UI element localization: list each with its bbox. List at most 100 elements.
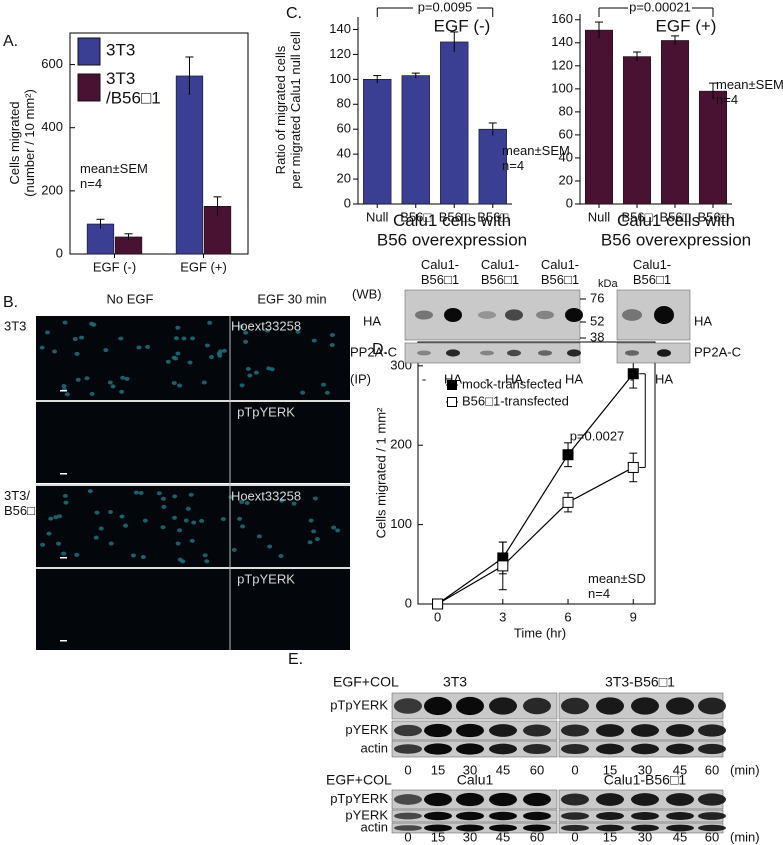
nucleus — [72, 337, 78, 342]
x-tick-label: Null — [588, 209, 611, 224]
x-tick-label: 6 — [564, 609, 571, 624]
row-label: PP2A-C — [350, 344, 397, 359]
time-label: 15 — [431, 762, 445, 777]
nucleus — [63, 500, 69, 505]
nucleus — [279, 498, 285, 503]
band — [394, 812, 422, 820]
band — [666, 724, 694, 737]
row-label: pYERK — [345, 807, 388, 822]
nucleus — [177, 383, 183, 388]
time-label: 60 — [530, 829, 544, 844]
band — [456, 743, 484, 755]
row-label: actin — [361, 819, 388, 834]
y-tick-label: 600 — [41, 56, 63, 71]
nucleus — [175, 351, 181, 356]
row-label: pYERK — [345, 722, 388, 737]
nucleus — [123, 523, 129, 528]
nucleus — [160, 525, 166, 530]
band — [631, 824, 659, 832]
time-label: 45 — [673, 829, 687, 844]
chart-title: EGF (+) — [656, 16, 717, 35]
time-label: 15 — [603, 829, 617, 844]
nucleus — [240, 524, 246, 529]
x-tick-label: EGF (-) — [93, 259, 136, 274]
band — [698, 697, 726, 715]
time-label: 0 — [404, 829, 411, 844]
nucleus — [160, 496, 166, 501]
nucleus — [208, 355, 214, 360]
micrograph — [36, 486, 350, 567]
nucleus — [238, 324, 244, 329]
band — [446, 349, 460, 357]
bar — [661, 40, 689, 205]
lane-label: HA — [565, 371, 583, 386]
time-label: 15 — [431, 829, 445, 844]
nucleus — [266, 366, 272, 371]
nucleus — [189, 538, 195, 543]
nucleus — [314, 537, 320, 542]
marker — [562, 449, 574, 461]
band — [424, 743, 452, 755]
nucleus — [291, 501, 297, 506]
micrograph — [36, 316, 350, 400]
band — [417, 350, 431, 356]
nucleus — [239, 383, 245, 388]
time-label: 0 — [571, 829, 578, 844]
p-value: p=0.00021 — [629, 0, 691, 14]
y-tick-label: 40 — [559, 149, 573, 164]
nucleus — [62, 320, 68, 325]
band — [596, 812, 624, 820]
blot — [616, 289, 691, 341]
nucleus — [171, 381, 177, 386]
band — [523, 743, 551, 755]
cell-line-label: Calu1-B56□1 — [604, 772, 687, 788]
band — [489, 697, 517, 715]
bar — [623, 56, 651, 205]
nucleus — [130, 553, 136, 558]
band — [561, 743, 589, 755]
scale-bar — [60, 557, 67, 559]
time-label: 15 — [603, 762, 617, 777]
bar — [86, 223, 115, 255]
group-label: Calu1-B56□1 — [481, 257, 519, 287]
chart-title: EGF (-) — [434, 16, 491, 35]
marker — [497, 560, 509, 572]
lane-label: - — [485, 371, 489, 386]
x-axis-label: Calu1 cells with B56 overexpression — [377, 211, 527, 250]
nucleus — [181, 336, 187, 341]
error-bar — [633, 51, 641, 62]
error-bar — [450, 31, 459, 52]
nucleus — [187, 360, 193, 365]
marker — [627, 368, 639, 380]
time-label: 0 — [404, 762, 411, 777]
y-tick-label: 60 — [559, 126, 573, 141]
band — [567, 349, 581, 357]
error-bar — [185, 56, 194, 95]
nucleus — [177, 528, 183, 533]
band — [561, 812, 589, 820]
band — [424, 696, 452, 716]
unit-label: (min) — [730, 829, 760, 844]
error-bar — [488, 122, 497, 136]
nucleus — [40, 542, 46, 547]
y-axis-label: Ratio of migrated cellsper migrated Calu… — [273, 31, 303, 189]
nucleus — [87, 489, 93, 494]
bar — [699, 90, 727, 205]
y-tick-label: 80 — [559, 103, 573, 118]
row-label: actin — [361, 740, 388, 755]
nucleus — [202, 553, 208, 558]
y-tick-label: 40 — [337, 146, 351, 161]
marker — [627, 461, 639, 473]
group-label: Calu1-B56□1 — [541, 257, 579, 287]
row-label: HA — [694, 313, 712, 328]
x-tick-label: B56□ — [477, 209, 508, 224]
band — [631, 743, 659, 755]
nucleus — [324, 390, 330, 395]
nucleus — [79, 335, 85, 340]
band — [456, 824, 484, 832]
scale-bar — [60, 640, 67, 642]
nucleus — [142, 518, 148, 523]
band — [478, 311, 496, 319]
nucleus — [256, 534, 262, 539]
blot — [616, 342, 691, 364]
